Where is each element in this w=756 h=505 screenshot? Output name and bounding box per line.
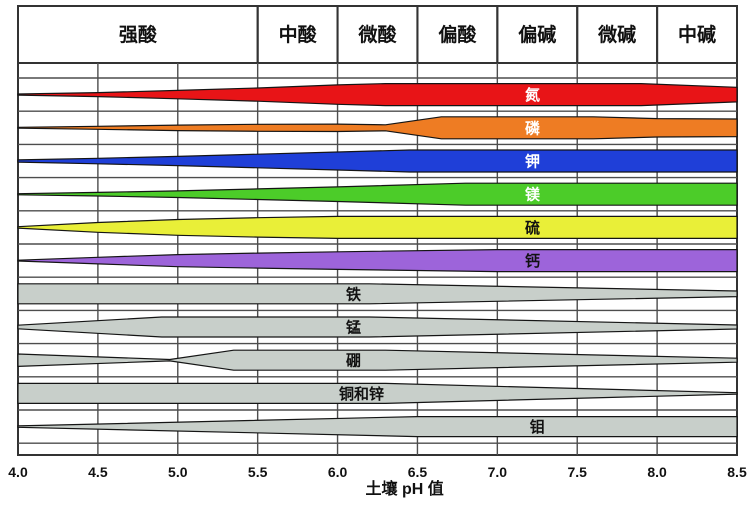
x-tick-label-6.0: 6.0 <box>328 464 348 480</box>
band-label-boron: 硼 <box>346 353 361 370</box>
band-iron <box>17 283 738 305</box>
band-copper-zinc <box>17 382 738 404</box>
x-tick-label-8.5: 8.5 <box>727 464 747 480</box>
band-label-magnesium: 镁 <box>525 186 541 204</box>
x-tick-label-4.5: 4.5 <box>88 464 108 480</box>
x-tick-label-5.0: 5.0 <box>168 464 188 480</box>
header-label-4: 偏碱 <box>518 23 556 46</box>
band-manganese <box>17 316 738 338</box>
header-label-3: 偏酸 <box>438 23 477 46</box>
band-nitrogen <box>17 82 738 107</box>
band-label-molybdenum: 钼 <box>530 418 545 436</box>
header-label-0: 强酸 <box>119 23 158 46</box>
band-label-potassium: 钾 <box>525 153 540 171</box>
header-label-1: 中酸 <box>279 23 318 46</box>
band-molybdenum <box>17 416 738 438</box>
x-tick-label-7.5: 7.5 <box>567 464 587 480</box>
band-label-copper-zinc: 铜和锌 <box>339 385 384 403</box>
x-axis-title: 土壤 pH 值 <box>366 479 444 498</box>
x-tick-label-8.0: 8.0 <box>647 464 667 480</box>
x-tick-label-6.5: 6.5 <box>408 464 428 480</box>
band-label-phosphorus: 磷 <box>525 119 541 137</box>
band-calcium <box>17 249 738 273</box>
band-potassium <box>17 149 738 173</box>
band-boron <box>17 349 738 371</box>
band-label-nitrogen: 氮 <box>525 86 540 104</box>
band-magnesium <box>17 182 738 206</box>
header-label-2: 微酸 <box>357 23 397 46</box>
x-tick-label-7.0: 7.0 <box>488 464 508 480</box>
header-label-6: 中碱 <box>678 23 716 46</box>
band-label-calcium: 钙 <box>525 252 540 270</box>
band-label-sulfur: 硫 <box>525 219 540 237</box>
x-tick-label-5.5: 5.5 <box>248 464 268 480</box>
x-tick-label-4.0: 4.0 <box>8 464 28 480</box>
header-label-5: 微碱 <box>597 23 636 46</box>
band-label-manganese: 锰 <box>346 319 361 337</box>
band-phosphorus <box>17 116 738 140</box>
band-label-iron: 铁 <box>346 285 361 303</box>
band-sulfur <box>17 215 738 239</box>
